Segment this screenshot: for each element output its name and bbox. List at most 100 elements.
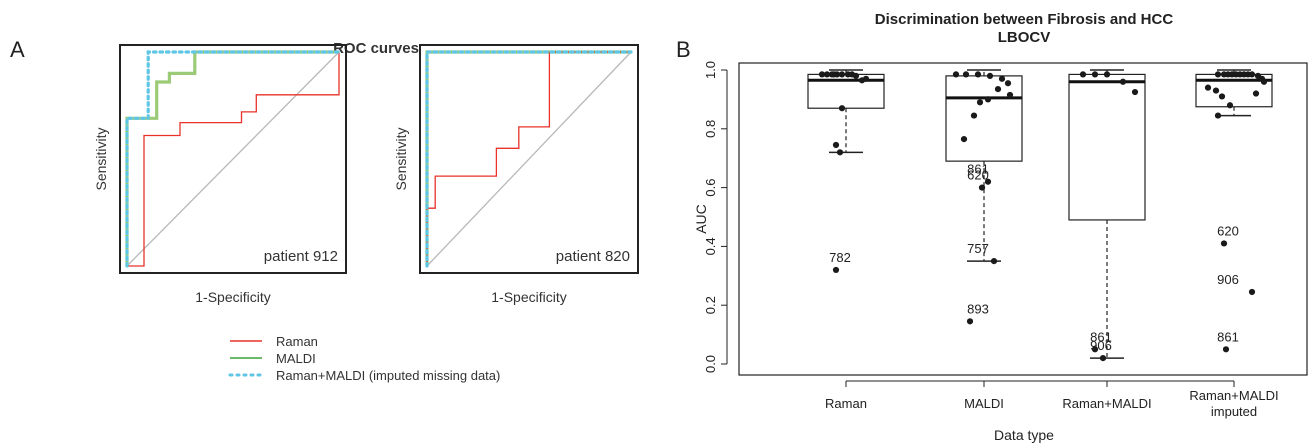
boxplot-title: Discrimination between Fibrosis and HCC	[875, 11, 1174, 28]
data-point	[836, 149, 844, 156]
outlier-label: 906	[1090, 338, 1112, 353]
outlier-label: 861	[1090, 329, 1112, 344]
x-tick-label: Raman	[825, 396, 867, 411]
y-tick-label: 0.0	[703, 355, 718, 373]
data-point	[1131, 88, 1139, 96]
panel-b-label: B	[676, 37, 691, 62]
data-point	[978, 184, 986, 191]
data-point	[838, 71, 846, 78]
roc-ylabel: Sensitivity	[393, 127, 409, 190]
roc-xlabel: 1-Specificity	[491, 289, 566, 305]
data-point	[1091, 71, 1099, 78]
data-point	[832, 141, 840, 149]
roc-frame	[119, 44, 347, 274]
roc-curve-raman	[127, 52, 340, 267]
roc-subplot-label: patient 820	[556, 248, 630, 265]
data-point	[1260, 78, 1268, 85]
roc-xlabel: 1-Specificity	[195, 289, 270, 305]
outlier-label: 861	[967, 162, 989, 177]
legend-label-0: Raman	[276, 334, 318, 349]
roc-subplot-1: patient 820 1-Specificity Sensitivity	[393, 44, 639, 305]
y-tick-label: 0.2	[703, 296, 718, 314]
data-point	[823, 71, 831, 78]
x-tick-label: Raman+MALDI	[1062, 396, 1151, 411]
legend-label-2: Raman+MALDI (imputed missing data)	[276, 368, 500, 383]
box-iqr	[945, 75, 1023, 162]
data-point	[984, 178, 992, 185]
boxplot-ylabel: AUC	[693, 204, 709, 234]
data-point	[1248, 288, 1256, 296]
boxplot-subtitle: LBOCV	[998, 29, 1051, 46]
outlier-label: 620	[967, 168, 989, 183]
outlier-label: 861	[1217, 329, 1239, 344]
data-point	[960, 135, 968, 143]
outlier-label: 757	[967, 241, 989, 256]
data-point	[1252, 90, 1260, 97]
outlier-label: 893	[967, 301, 989, 316]
data-point	[1004, 80, 1012, 87]
data-point	[1103, 71, 1111, 78]
data-point	[1006, 91, 1014, 99]
data-point	[832, 266, 840, 274]
data-point	[986, 72, 994, 79]
data-point	[852, 72, 860, 79]
data-point	[1220, 240, 1228, 247]
data-point	[990, 258, 998, 265]
data-point	[970, 112, 978, 119]
roc-legend: Raman MALDI Raman+MALDI (imputed missing d…	[228, 334, 500, 383]
data-point	[966, 318, 974, 325]
data-point	[998, 75, 1006, 82]
x-tick-label: MALDI	[964, 396, 1004, 411]
roc-subplot-0: patient 912 1-Specificity Sensitivity	[93, 44, 347, 305]
data-point	[838, 105, 846, 112]
data-point	[994, 86, 1002, 93]
outlier-label: 782	[829, 250, 851, 265]
panel-a-label: A	[10, 37, 25, 62]
roc-subplot-label: patient 912	[264, 248, 338, 265]
plot-frame	[738, 62, 1308, 376]
data-point	[976, 99, 984, 106]
outlier-label: 906	[1217, 272, 1239, 287]
data-point	[984, 96, 992, 103]
diagonal-reference-line	[126, 51, 340, 267]
data-point	[1079, 71, 1087, 78]
outlier-label: 620	[1217, 223, 1239, 238]
roc-panel: ROC curves Raman MALDI Raman+MALDI (impute…	[93, 40, 639, 383]
roc-title: ROC curves	[333, 40, 419, 57]
diagonal-reference-line	[426, 51, 632, 267]
data-point	[1218, 93, 1226, 100]
data-point	[1222, 346, 1230, 353]
data-point	[1091, 346, 1099, 353]
roc-curve-raman-maldi-imputed-missing-data	[425, 50, 633, 268]
x-tick-label: Raman+MALDI imputed	[1189, 388, 1278, 419]
roc-curve-raman	[426, 51, 631, 266]
y-tick-label: 1.0	[703, 61, 718, 79]
data-point	[1099, 355, 1107, 362]
data-point	[830, 71, 838, 78]
auc-boxplot: Discrimination between Fibrosis and HCC …	[693, 11, 1308, 443]
data-point	[1214, 71, 1222, 78]
data-point	[1214, 112, 1222, 119]
data-point	[1204, 84, 1212, 91]
legend-label-1: MALDI	[276, 351, 316, 366]
data-point	[1248, 71, 1256, 78]
data-point	[858, 77, 866, 84]
boxplot-xlabel: Data type	[994, 427, 1054, 443]
box-0: 782	[807, 69, 885, 274]
y-tick-label: 0.8	[703, 120, 718, 138]
data-point	[1226, 102, 1234, 109]
data-point	[974, 71, 982, 78]
box-iqr	[1068, 73, 1146, 221]
data-point	[962, 71, 970, 78]
data-point	[1212, 87, 1220, 94]
roc-curve-raman-maldi-imputed-missing-data	[125, 50, 341, 268]
box-3: 620 906 861	[1195, 69, 1273, 353]
data-point	[1119, 78, 1127, 85]
y-tick-label: 0.6	[703, 179, 718, 197]
roc-ylabel: Sensitivity	[93, 127, 109, 190]
data-point	[952, 71, 960, 78]
data-point	[818, 71, 826, 78]
